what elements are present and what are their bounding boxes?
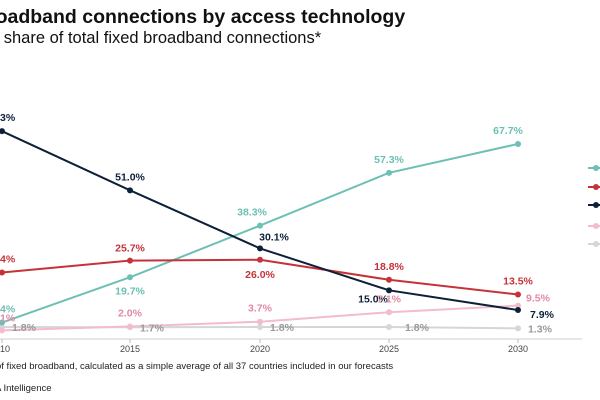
chart-title: roadband connections by access technolog… [0,6,406,28]
data-label: 15.0% [358,293,388,305]
data-label: 57.3% [374,154,404,166]
data-label: 4% [0,304,16,316]
data-label: 1.8% [12,322,37,334]
footnote: of fixed broadband, calculated as a simp… [0,361,394,372]
data-label: 25.7% [115,243,145,255]
data-label: 4% [0,254,16,266]
data-label: 19.7% [115,285,145,297]
data-label: 26.0% [245,269,275,281]
legend-marker-dot [593,202,599,208]
data-label: 2.0% [118,307,143,319]
data-point [127,274,133,281]
data-point [515,307,521,314]
data-label: 1.3% [528,323,553,335]
data-label: 51.0% [115,171,145,183]
data-label: 7.1% [377,293,402,305]
data-label: 1.8% [405,322,430,334]
data-point [257,222,263,229]
data-label: 18.8% [374,261,404,273]
data-point [386,287,392,294]
data-label: 3.7% [248,303,273,315]
data-point [257,245,263,252]
data-point [257,256,263,263]
data-point [0,269,5,276]
data-point [515,291,521,298]
data-label: 13.5% [503,276,533,288]
data-point [515,302,521,309]
data-point [386,309,392,316]
data-point [0,128,5,135]
data-point [0,319,5,326]
data-label: 1% [0,312,16,324]
x-tick-label: 2015 [120,344,140,354]
data-point [0,327,5,334]
data-label: 7.9% [530,309,555,321]
data-point [515,325,521,332]
data-label: 67.7% [493,125,523,137]
legend-marker-dot [593,241,599,247]
line-chart: 10 2015 2020 2025 2030 4% 19.7% 38.3% 57.3% 67.7%… [0,112,600,354]
legend-marker-dot [593,223,599,229]
data-label: 1.8% [270,322,295,334]
legend-marker-dot [593,165,599,171]
x-tick-label: 10 [0,344,10,354]
data-label: 9.5% [526,293,551,305]
data-point [386,276,392,283]
data-point [127,187,133,194]
x-tick-label: 2025 [379,344,399,354]
data-point [257,318,263,325]
x-tick-label: 2030 [508,344,528,354]
source-note: A Intelligence [0,383,52,394]
chart-subtitle: d share of total fixed broadband connect… [0,29,322,47]
x-tick-label: 2020 [250,344,270,354]
data-label: 1.7% [140,322,165,334]
data-label: 3% [0,112,16,124]
data-label: 30.1% [259,231,289,243]
data-label: 38.3% [237,207,267,219]
data-point [386,324,392,330]
data-point [386,169,392,176]
data-point [127,323,133,330]
series-line [1,130,519,312]
data-point [257,324,263,330]
data-point [127,257,133,264]
legend-marker-dot [593,184,599,190]
data-point [515,140,521,147]
